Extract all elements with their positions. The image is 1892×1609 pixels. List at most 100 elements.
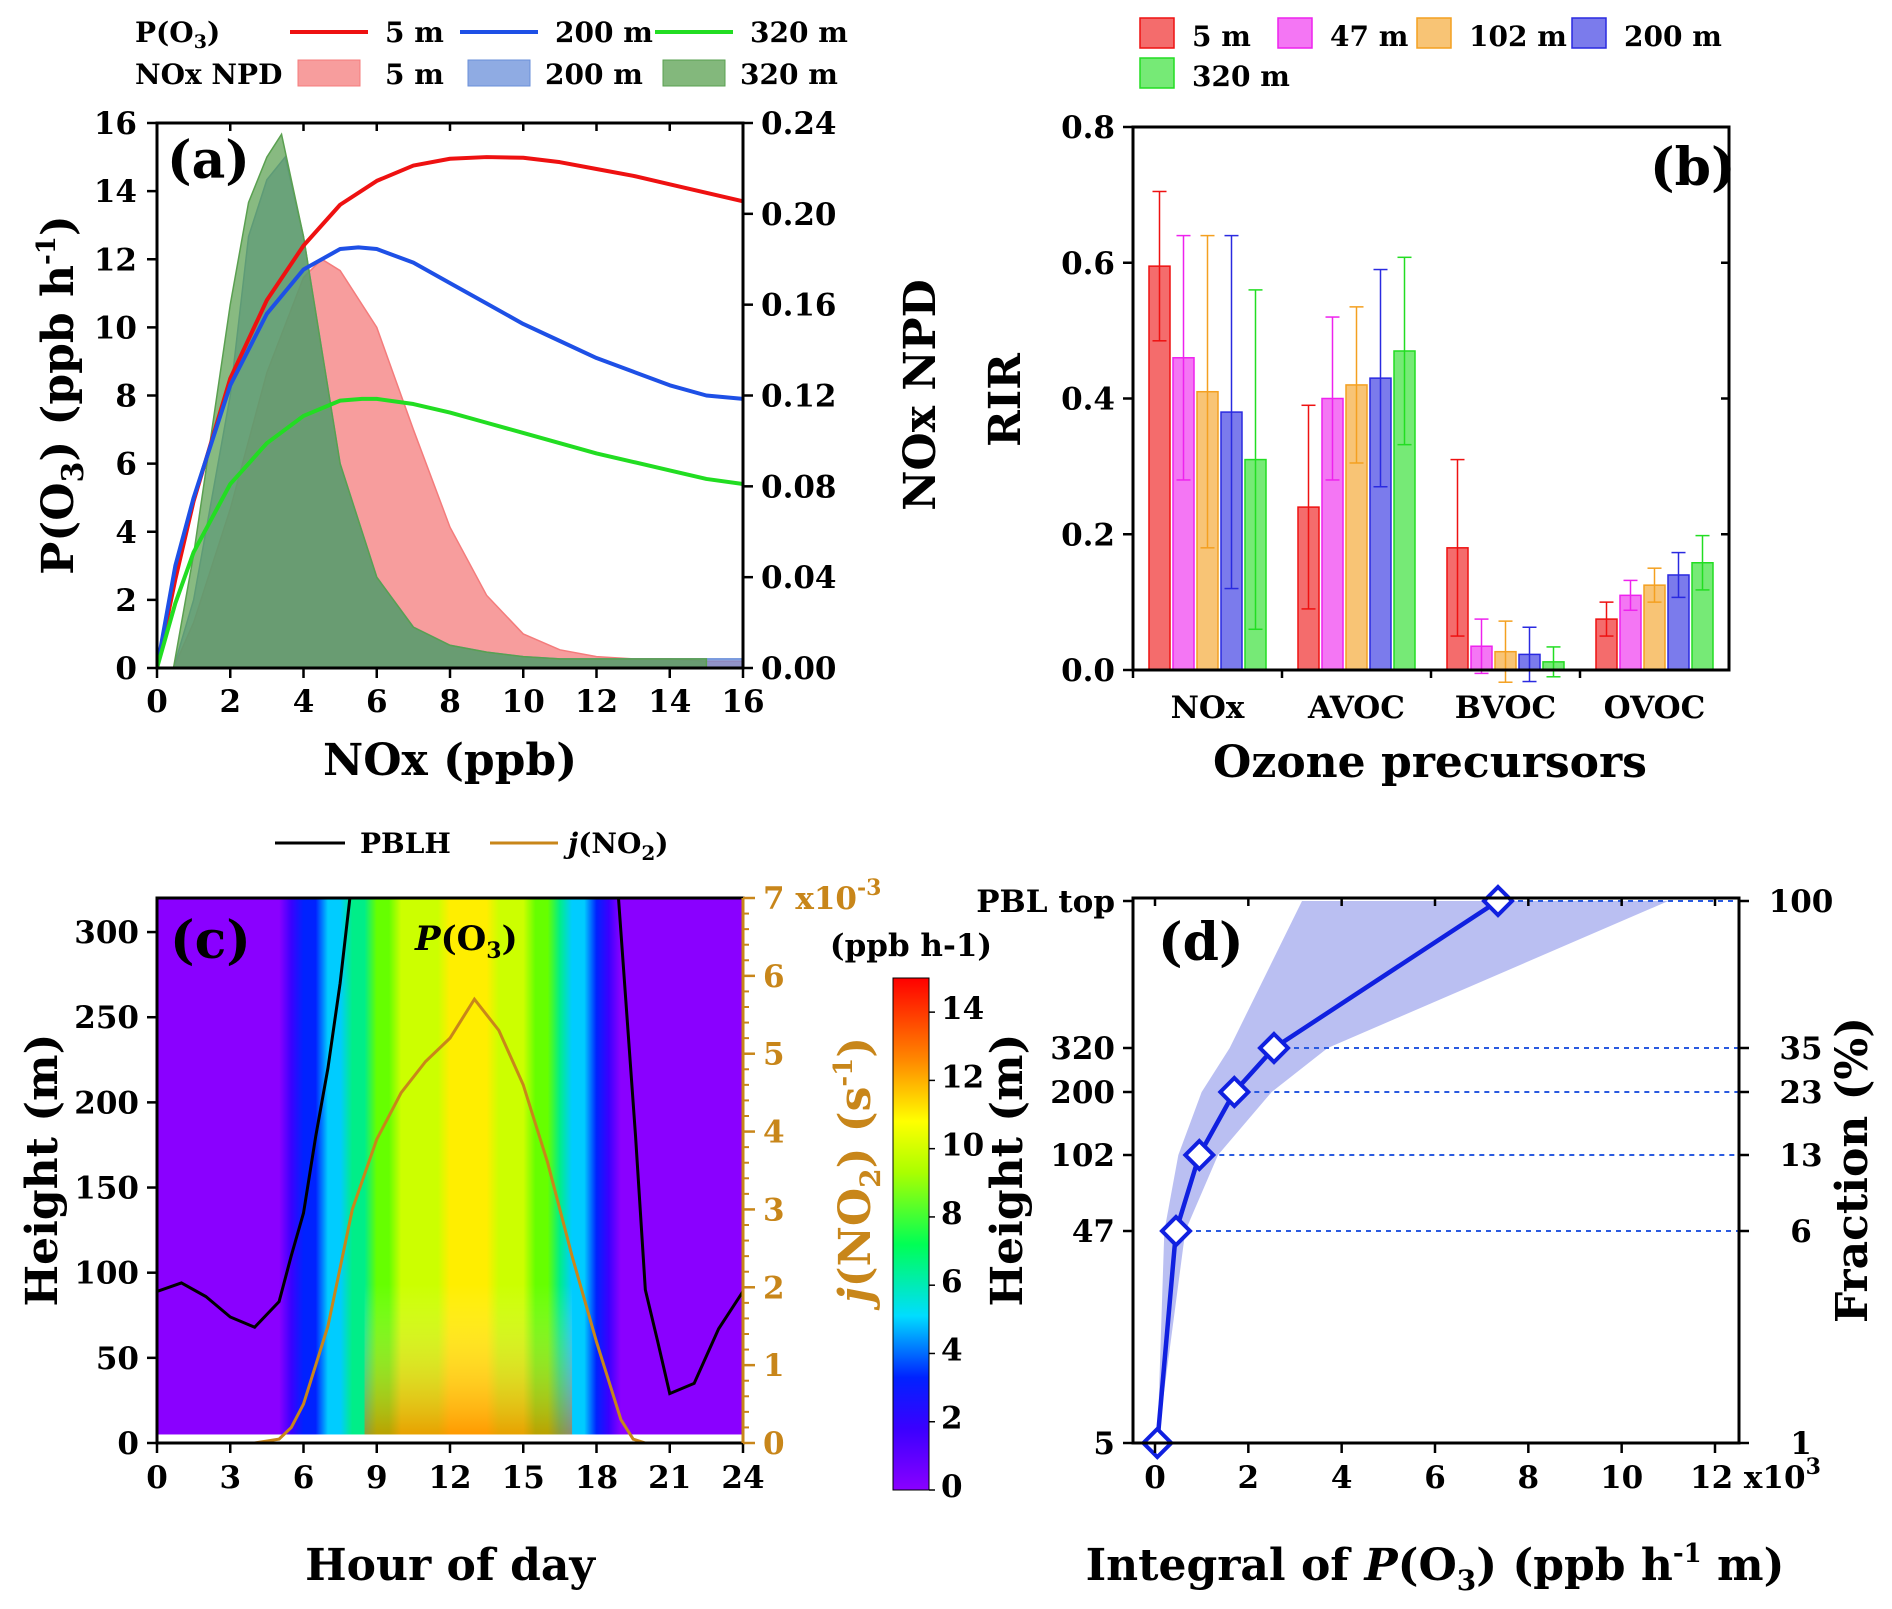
fraction-tick-label: 13 [1779, 1138, 1822, 1174]
legend-label: 320 m [1192, 60, 1290, 93]
y2-tick-label: 0.16 [761, 288, 837, 324]
panel-a-label: (a) [167, 130, 250, 191]
colorbar-tick-label: 6 [941, 1264, 963, 1300]
colorbar [892, 977, 930, 1491]
y2-tick-label: 0.24 [761, 106, 837, 142]
y-tick-label: 6 [115, 447, 137, 483]
y-tick-label: 0.8 [1061, 110, 1115, 146]
panel-d-xlabel: Integral of P(O3) (ppb h-1 m) [1086, 1539, 1785, 1597]
legend-line-label: 320 m [750, 16, 848, 49]
po3-heatmap-surface-enhancement [364, 898, 573, 1435]
height-tick-label: 47 [1072, 1214, 1115, 1250]
panel-d-label: (d) [1158, 912, 1244, 973]
legend-label: 102 m [1469, 20, 1567, 53]
panel-b: 5 m 47 m 102 m 200 m 320 m NOx AVOC BVOC OVOC 0… [980, 17, 1736, 788]
category-label: OVOC [1604, 690, 1706, 726]
panel-d-ylabel2: Fraction (%) [1827, 1017, 1878, 1323]
integral-marker [1257, 1031, 1291, 1065]
integral-marker [1217, 1075, 1252, 1109]
x-tick-label: 15 [502, 1460, 545, 1496]
colorbar-tick-label: 10 [941, 1128, 984, 1164]
x-tick-label: 2 [219, 684, 241, 720]
fraction-tick-label: 100 [1769, 884, 1834, 920]
panel-b-xlabel: Ozone precursors [1213, 737, 1647, 788]
panel-a: P(O3) NOx NPD 5 m 200 m 320 m 5 m 200 m 320 m… [32, 16, 946, 786]
y-tick-label: 100 [74, 1256, 139, 1292]
po3-line-320-m [157, 396, 743, 668]
category-label: NOx [1171, 690, 1245, 726]
panel-d: 0 2 4 6 8 10 12 x103 5 1 47 6 102 13 200 23 320 35 PBL to… [976, 884, 1878, 1597]
panel-a-ylabel: P(O3) (ppb h-1) [32, 215, 91, 574]
x-tick-label: 3 [219, 1460, 241, 1496]
x-tick-label: 8 [1518, 1460, 1540, 1496]
legend-group-npd: NOx NPD [135, 58, 282, 91]
uncertainty-band [1157, 901, 1669, 1443]
y-tick-label: 300 [74, 915, 139, 951]
panel-c-title: P(O3) [414, 919, 518, 964]
y2-tick-label: 3 [763, 1192, 785, 1228]
category-label: AVOC [1307, 690, 1405, 726]
heatmap-blank-band [157, 1434, 743, 1443]
y2-tick-label: 1 [763, 1348, 785, 1384]
panel-d-ylabel: Height (m) [982, 1034, 1033, 1307]
fraction-tick-label: 35 [1779, 1031, 1822, 1067]
height-tick-label: PBL top [976, 884, 1115, 920]
y-tick-label: 50 [96, 1341, 139, 1377]
y2-tick-label: 4 [763, 1115, 785, 1151]
y-tick-label: 4 [115, 515, 137, 551]
legend-label: 5 m [1192, 20, 1251, 53]
y-tick-label: 0.0 [1061, 653, 1115, 689]
y2-tick-label: 0.04 [761, 560, 837, 596]
legend-area-320-m [662, 59, 726, 87]
height-tick-label: 200 [1050, 1075, 1115, 1111]
fraction-tick-label: 23 [1779, 1075, 1822, 1111]
legend-swatch-200-m [1571, 17, 1607, 49]
colorbar-tick-label: 12 [941, 1059, 984, 1095]
panel-c-ylabel2: j(NO2) (s-1) [829, 1037, 887, 1311]
panel-b-ylabel: RIR [980, 353, 1031, 447]
panel-c: PBLH j(NO2) 0 3 6 9 12 15 18 21 24050100150200250… [17, 827, 992, 1591]
panel-a-xlabel: NOx (ppb) [323, 735, 577, 786]
x-tick-label: 21 [648, 1460, 691, 1496]
x-tick-label: 16 [721, 684, 764, 720]
y2-tick-label: 5 [763, 1037, 785, 1073]
colorbar-label: (ppb h-1) [830, 928, 992, 964]
y-tick-label: 200 [74, 1085, 139, 1121]
y-tick-label: 0 [115, 651, 137, 687]
fraction-tick-label: 6 [1790, 1214, 1812, 1250]
integral-marker [1481, 884, 1515, 918]
y-tick-label: 250 [74, 1000, 139, 1036]
y-tick-label: 150 [74, 1171, 139, 1207]
y2-tick-label: 0 [763, 1426, 785, 1462]
x-tick-label: 2 [1238, 1460, 1260, 1496]
legend-swatch-47-m [1277, 17, 1313, 49]
integral-marker [1159, 1214, 1193, 1248]
x-tick-label: 14 [648, 684, 691, 720]
y-tick-label: 10 [94, 310, 137, 346]
integral-line [1155, 899, 1500, 1444]
y-tick-label: 0.2 [1061, 517, 1115, 553]
legend-area-label: 200 m [545, 58, 643, 91]
panel-a-legend: P(O3) NOx NPD 5 m 200 m 320 m 5 m 200 m 320 m [135, 16, 848, 91]
x-tick-label: 12 [428, 1460, 471, 1496]
y2-tick-label: 6 [763, 959, 785, 995]
x-tick-label: 4 [293, 684, 315, 720]
y2-tick-label: 0.12 [761, 379, 837, 415]
y2-tick-label: 0.20 [761, 197, 837, 233]
x-tick-label: 6 [293, 1460, 315, 1496]
x-tick-label: 10 [1600, 1460, 1643, 1496]
legend-area-5-m [297, 59, 361, 87]
pblh-line [157, 898, 743, 1396]
legend-swatch-102-m [1416, 17, 1452, 49]
colorbar-tick-label: 2 [941, 1401, 963, 1437]
y-tick-label: 0.6 [1061, 246, 1115, 282]
y2-tick-label: 0.00 [761, 651, 837, 687]
colorbar-tick-label: 4 [941, 1332, 963, 1368]
x-tick-label: 12 [575, 684, 618, 720]
y2-tick-label: 2 [763, 1270, 785, 1306]
y-tick-label: 0.4 [1061, 382, 1115, 418]
x-tick-label: 0 [146, 684, 168, 720]
legend-line-label: 200 m [555, 16, 653, 49]
integral-marker [1182, 1138, 1217, 1172]
